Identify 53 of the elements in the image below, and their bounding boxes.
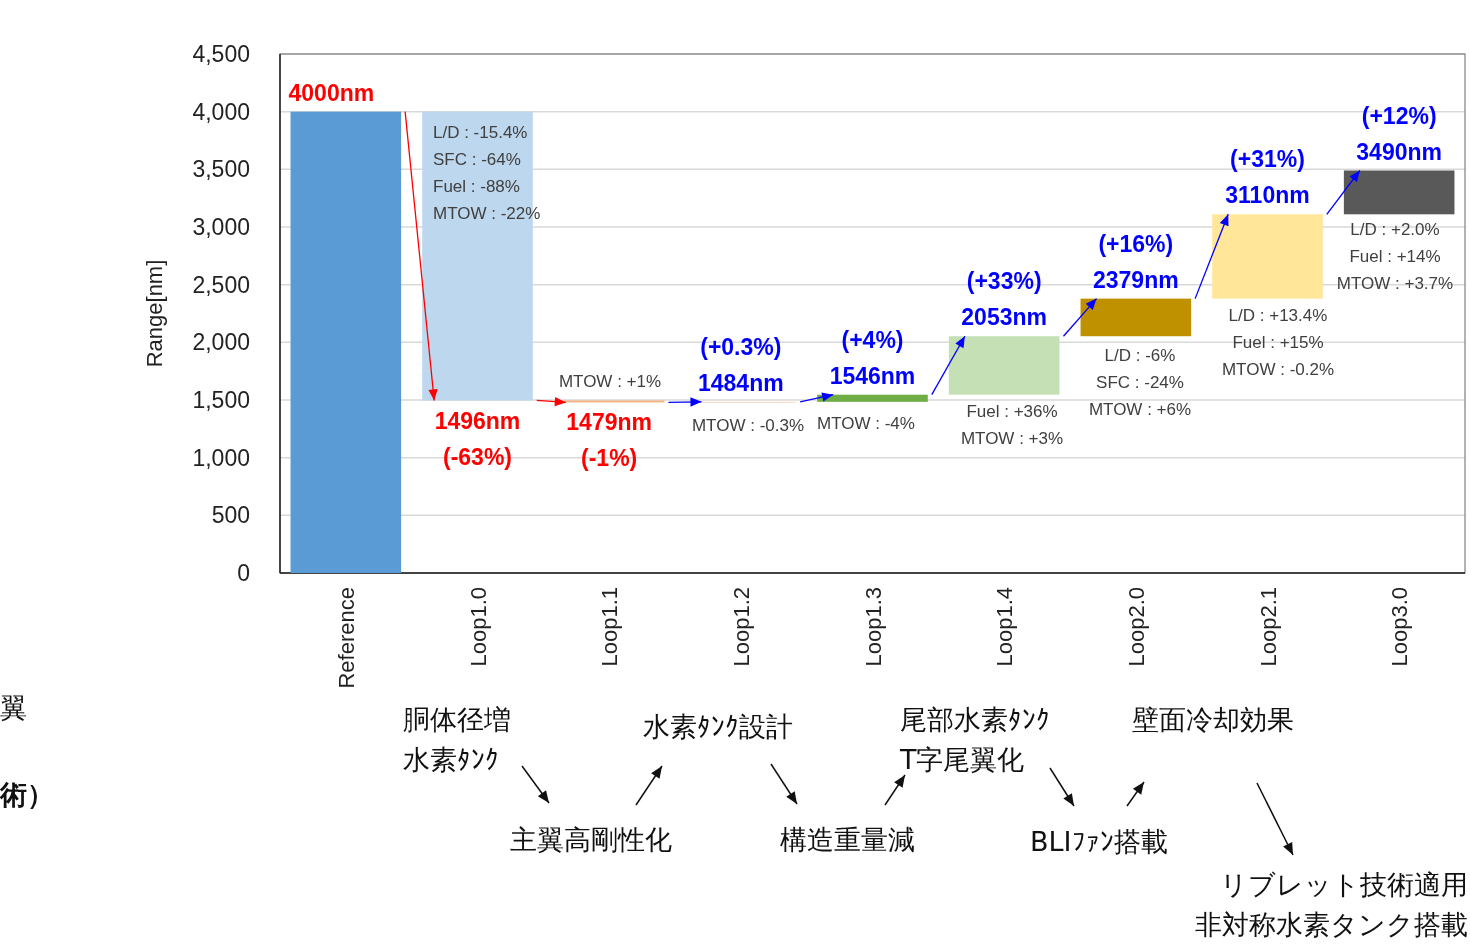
text: 術） — [0, 779, 54, 811]
y-tick-label: 4,500 — [192, 41, 250, 68]
text: 胴体径増水素ﾀﾝｸ — [403, 704, 511, 776]
annotation: L/D : +2.0% Fuel : +14% MTOW : +3.7% — [1336, 219, 1454, 293]
bar — [1080, 298, 1192, 337]
annotation: L/D : -6% SFC : -24% MTOW : +6% — [1088, 345, 1192, 419]
x-tick-label: Loop2.0 — [1123, 587, 1149, 667]
x-tick-label: Loop2.1 — [1255, 587, 1281, 667]
annotation: L/D : +13.4% Fuel : +15% MTOW : -0.2% — [1221, 305, 1335, 379]
annotation: (+31%) 3110nm — [1225, 146, 1310, 209]
text: 主翼高剛性化 — [510, 824, 672, 856]
annotation: MTOW : -0.3% — [691, 415, 805, 435]
text: BLIﾌｧﾝ搭載 — [1030, 826, 1168, 858]
y-tick-label: 3,500 — [192, 156, 250, 183]
x-tick-label: Loop1.2 — [728, 587, 754, 667]
text: 翼 — [0, 692, 27, 724]
annotation: (+12%) 3490nm — [1356, 102, 1442, 165]
y-tick-label: 4,000 — [192, 98, 250, 125]
text: 水素ﾀﾝｸ設計 — [643, 711, 793, 743]
y-axis-title: Range[nm] — [142, 259, 167, 368]
bar — [948, 336, 1060, 395]
annotation: Fuel : +36% MTOW : +3% — [960, 401, 1064, 448]
annotation: MTOW : +1% — [558, 371, 662, 391]
y-tick-label: 3,000 — [192, 214, 250, 241]
annotation: (+16%) 2379nm — [1093, 230, 1179, 293]
annotation: 1479nm (-1%) — [566, 409, 652, 472]
y-tick-label: 2,500 — [192, 271, 250, 298]
annotation: (+4%) 1546nm — [829, 326, 916, 389]
y-tick-label: 500 — [211, 502, 250, 529]
x-tick-label: Loop1.1 — [597, 587, 623, 667]
bar — [1212, 214, 1323, 299]
x-tick-label: Loop1.4 — [992, 587, 1018, 667]
text: リブレット技術適用非対称水素タンク搭載 — [1195, 869, 1468, 941]
annotation: 4000nm — [288, 79, 375, 106]
bar — [817, 394, 928, 402]
y-tick-label: 0 — [237, 560, 250, 587]
annotation: (+33%) 2053nm — [961, 268, 1047, 331]
annotation: (+0.3%) 1484nm — [698, 333, 784, 396]
y-tick-label: 2,000 — [192, 329, 250, 356]
x-tick-label: Reference — [333, 587, 359, 689]
text: 尾部水素ﾀﾝｸT字尾翼化 — [899, 704, 1050, 776]
x-tick-label: Loop1.3 — [860, 587, 886, 667]
text: 構造重量減 — [780, 824, 915, 856]
x-tick-label: Loop3.0 — [1387, 587, 1413, 667]
y-tick-label: 1,000 — [192, 444, 250, 471]
annotation: L/D : -15.4% SFC : -64% Fuel : -88% MTOW : -22% — [433, 122, 541, 223]
y-tick-label: 1,500 — [192, 387, 250, 414]
bar — [1343, 170, 1455, 215]
text: 壁面冷却効果 — [1132, 704, 1294, 736]
annotation: 1496nm (-63%) — [434, 407, 521, 470]
annotation: MTOW : -4% — [817, 413, 915, 433]
bar — [290, 111, 402, 573]
x-tick-label: Loop1.0 — [465, 587, 491, 667]
